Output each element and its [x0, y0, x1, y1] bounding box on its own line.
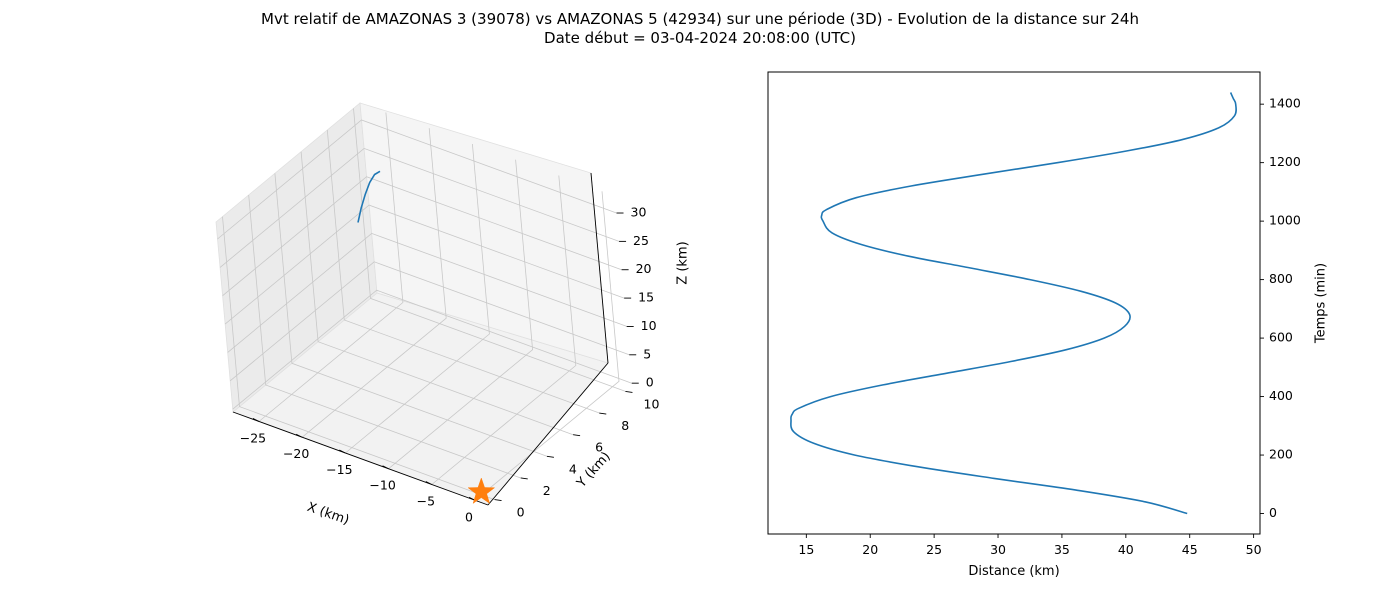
grid-line-z	[219, 147, 620, 268]
z-axis-label: Z (km)	[676, 241, 691, 284]
x-tick-label: −10	[369, 478, 395, 493]
y-tick	[599, 412, 607, 415]
y-tick-label: 2	[543, 483, 551, 498]
y-tick-label: 600	[1269, 330, 1293, 345]
y-tick-label: 1200	[1269, 154, 1301, 169]
x-tick-label: 45	[1182, 542, 1198, 557]
x-tick	[295, 433, 303, 438]
y-tick-label: 800	[1269, 271, 1293, 286]
grid-line-x	[258, 112, 404, 422]
x-tick	[252, 418, 260, 422]
z-tick-label: 30	[631, 205, 647, 220]
x-axis-line	[232, 411, 489, 506]
grid-line-z	[232, 289, 632, 410]
y-tick-label: 200	[1269, 447, 1293, 462]
x-tick	[425, 481, 433, 485]
y-tick-label: 400	[1269, 388, 1293, 403]
grid-line-x	[474, 191, 620, 501]
grid-line-y	[248, 194, 521, 479]
x-tick-label: −20	[283, 446, 309, 461]
x-tick-label: 0	[465, 509, 473, 524]
grid-line-x	[431, 175, 577, 485]
z-tick-label: 25	[633, 233, 649, 248]
x-tick-label: 50	[1246, 542, 1262, 557]
grid-line-z	[229, 261, 630, 382]
grid-line-x	[301, 128, 447, 438]
x-axis-label: X (km)	[305, 500, 351, 528]
y-tick	[546, 455, 554, 458]
y-tick-label: 8	[621, 418, 629, 433]
x-tick	[339, 449, 346, 454]
plot-area	[767, 71, 1261, 535]
figure-title-line-1: Mvt relatif de AMAZONAS 3 (39078) vs AMA…	[261, 10, 1139, 28]
y-tick	[625, 390, 633, 393]
y-tick-label: 10	[644, 396, 660, 411]
y-tick-label: 0	[1269, 505, 1277, 520]
y-tick	[520, 477, 528, 480]
grid-line-z	[227, 232, 627, 353]
grid-line-y	[326, 129, 600, 414]
x-tick-label: −5	[417, 494, 435, 509]
y-axis-line	[487, 362, 609, 506]
x-tick-label: 35	[1054, 542, 1070, 557]
grid-line-y	[222, 216, 495, 500]
y-tick-label: 4	[569, 461, 577, 476]
x-tick-label: 40	[1118, 542, 1134, 557]
grid-line-y	[300, 151, 574, 436]
x-tick-label: −15	[326, 462, 352, 477]
grid-line-y	[274, 173, 548, 457]
grid-line-x	[388, 159, 534, 470]
star-marker	[467, 477, 496, 505]
z-tick-label: 15	[638, 290, 654, 305]
trajectory-3d-line	[357, 170, 381, 223]
figure-title-line-2: Date début = 03-04-2024 20:08:00 (UTC)	[544, 29, 856, 47]
z-tick-label: 20	[636, 261, 652, 276]
z-tick-label: 0	[646, 375, 654, 390]
y-tick	[494, 499, 502, 502]
y-tick-label: 6	[595, 440, 603, 455]
y-tick-label: 1000	[1269, 213, 1301, 228]
x-tick-label: 30	[990, 542, 1006, 557]
x-tick-label: −25	[240, 430, 266, 445]
y-tick-label: 1400	[1269, 96, 1301, 111]
y-tick-label: 0	[517, 505, 525, 520]
x-tick-label: 15	[798, 542, 814, 557]
distance-curve	[790, 92, 1237, 515]
grid-line-y	[353, 108, 626, 392]
grid-line-z	[224, 204, 625, 325]
z-tick-label: 10	[641, 318, 657, 333]
y-axis-label: Y (km)	[574, 449, 614, 491]
z-axis-line	[590, 172, 609, 364]
x-tick	[382, 465, 389, 470]
grid-line-x	[345, 143, 490, 454]
x-axis-label: Distance (km)	[968, 564, 1059, 579]
y-axis-label: Temps (min)	[1314, 263, 1329, 344]
z-tick-label: 5	[643, 346, 651, 361]
grid-line-z	[217, 119, 617, 240]
grid-line-z	[222, 176, 622, 297]
y-tick	[573, 434, 581, 437]
x-tick-label: 25	[926, 542, 942, 557]
figure-title: Mvt relatif de AMAZONAS 3 (39078) vs AMA…	[0, 10, 1400, 48]
x-tick-label: 20	[862, 542, 878, 557]
